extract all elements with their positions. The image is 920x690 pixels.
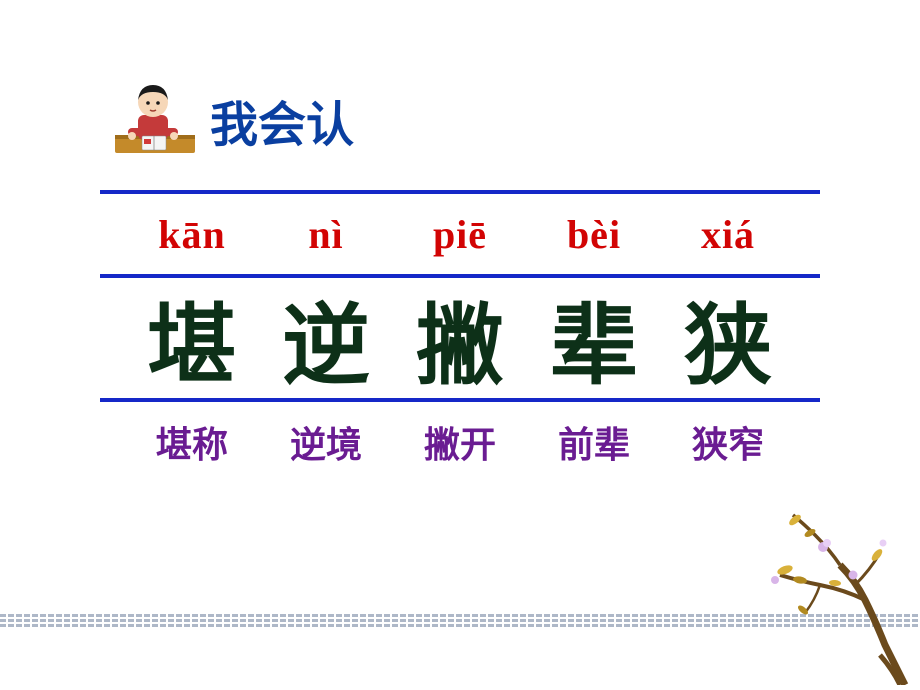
plum-branch-icon [745,505,915,685]
pinyin-cell: xiá [661,211,795,258]
pinyin-cell: piē [393,211,527,258]
word-cell: 堪称 [125,416,259,468]
word-cell: 撇开 [393,416,527,468]
char-cell: 撇 [393,275,527,402]
char-cell: 堪 [125,275,259,402]
word-cell: 狭窄 [661,416,795,468]
char-cell: 狭 [661,275,795,402]
title-text: 我会认 [210,99,354,152]
page-title: 我会认 [210,85,354,155]
word-row: 堪称 逆境 撇开 前辈 狭窄 [100,402,820,482]
character-row: 堪 逆 撇 辈 狭 [100,278,820,398]
word-cell: 逆境 [259,416,393,468]
pinyin-row: kān nì piē bèi xiá [100,194,820,274]
word-cell: 前辈 [527,416,661,468]
vocab-table: kān nì piē bèi xiá 堪 逆 撇 辈 狭 堪称 逆境 撇开 前辈… [100,190,820,482]
pinyin-cell: bèi [527,211,661,258]
pinyin-cell: nì [259,211,393,258]
header: 我会认 [110,80,354,160]
pinyin-cell: kān [125,211,259,258]
student-reading-icon [110,80,200,160]
char-cell: 辈 [527,275,661,402]
char-cell: 逆 [259,275,393,402]
slide: 我会认 kān nì piē bèi xiá 堪 逆 撇 辈 狭 堪称 逆境 撇… [0,0,920,690]
